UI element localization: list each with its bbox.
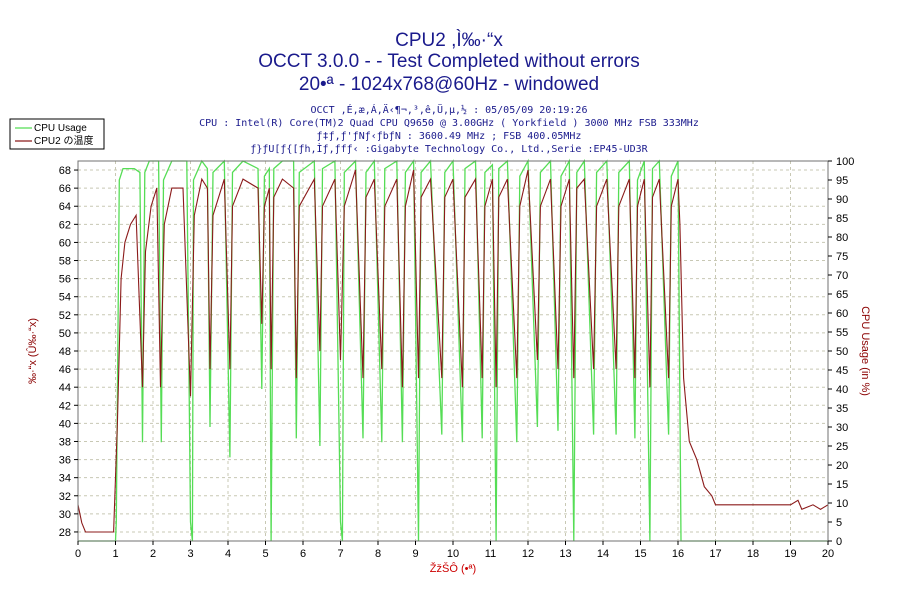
y-left-tick-label: 64 (59, 201, 71, 213)
y-left-tick-label: 38 (59, 436, 71, 448)
y-right-axis-ticks: 0 5 10 15 20 25 30 35 40 45 50 55 60 65 70 75 80 85 90 95 10… (828, 156, 854, 548)
y-right-tick-label: 35 (836, 403, 848, 415)
plot-area (77, 158, 829, 542)
y-left-axis-label: ‰·“x (Û‰·“x) (26, 318, 39, 384)
y-right-tick-label: 85 (836, 213, 848, 225)
y-left-tick-label: 32 (59, 491, 71, 503)
x-tick-label: 10 (447, 548, 459, 560)
x-tick-label: 12 (522, 548, 534, 560)
x-tick-label: 16 (672, 548, 684, 560)
x-tick-label: 19 (784, 548, 796, 560)
y-left-tick-label: 56 (59, 274, 71, 286)
legend-temp-label: CPU2 の温度 (34, 134, 93, 147)
y-right-tick-label: 25 (836, 441, 848, 453)
y-right-tick-label: 95 (836, 175, 848, 187)
y-left-axis-ticks: 28 30 32 34 36 38 40 42 44 46 48 50 52 54 56 58 60 62 64 66… (59, 165, 78, 539)
x-tick-label: 7 (337, 548, 343, 560)
legend-box (9, 118, 105, 150)
y-left-tick-label: 66 (59, 183, 71, 195)
x-tick-label: 14 (597, 548, 609, 560)
x-tick-label: 5 (262, 548, 268, 560)
chart-title: CPU2 ,Ì‰·“x (395, 30, 503, 51)
y-left-tick-label: 46 (59, 364, 71, 376)
x-tick-label: 9 (412, 548, 418, 560)
x-tick-label: 11 (485, 548, 496, 560)
x-tick-label: 6 (300, 548, 306, 560)
info-motherboard: ƒ}ƒU[ƒ{[ƒh,Ìƒ‚ƒfƒ‹ :Gigabyte Technology … (250, 142, 648, 155)
y-left-tick-label: 40 (59, 418, 71, 430)
x-tick-label: 1 (112, 548, 118, 560)
x-tick-label: 17 (709, 548, 721, 560)
y-left-tick-label: 48 (59, 346, 71, 358)
y-right-tick-label: 55 (836, 327, 848, 339)
y-right-tick-label: 65 (836, 289, 848, 301)
y-left-tick-label: 44 (59, 382, 71, 394)
x-axis-ticks: 0 1 2 3 4 5 6 7 8 9 10 11 12 13 14 15 16 17 18 19 20 (75, 541, 834, 560)
y-right-tick-label: 45 (836, 365, 848, 377)
y-left-tick-label: 28 (59, 527, 71, 539)
y-left-tick-label: 62 (59, 219, 71, 231)
y-left-tick-label: 60 (59, 237, 71, 249)
info-cpu: CPU : Intel(R) Core(TM)2 Quad CPU Q9650 … (199, 118, 699, 129)
y-right-tick-label: 5 (836, 517, 842, 529)
y-left-tick-label: 58 (59, 256, 71, 268)
y-right-axis-label: CPU Usage (in %) (859, 306, 871, 396)
y-right-tick-label: 100 (836, 156, 854, 168)
x-axis-label: ŽžŠÔ (•ª) (430, 562, 476, 575)
y-right-tick-label: 75 (836, 251, 848, 263)
x-tick-label: 8 (375, 548, 381, 560)
y-left-tick-label: 54 (59, 292, 71, 304)
y-left-tick-label: 36 (59, 455, 71, 467)
y-right-tick-label: 60 (836, 308, 848, 320)
chart-subtitle: OCCT 3.0.0 - - Test Completed without er… (258, 51, 640, 72)
y-left-tick-label: 50 (59, 328, 71, 340)
y-right-tick-label: 10 (836, 498, 848, 510)
series-cpu-temp (77, 169, 829, 533)
y-right-tick-label: 0 (836, 536, 842, 548)
y-right-tick-label: 70 (836, 270, 848, 282)
y-left-tick-label: 42 (59, 400, 71, 412)
x-tick-label: 0 (75, 548, 81, 560)
y-left-tick-label: 34 (59, 473, 71, 485)
y-left-tick-label: 68 (59, 165, 71, 177)
info-date: OCCT ,É,æ,Á,Ä‹¶¬,³,ê,Ü,µ,½ : 05/05/09 20… (311, 103, 588, 116)
legend-usage-label: CPU Usage (34, 123, 87, 134)
legend: CPU Usage CPU2 の温度 (9, 118, 105, 150)
x-tick-label: 18 (747, 548, 759, 560)
x-tick-label: 15 (634, 548, 646, 560)
y-left-tick-label: 52 (59, 310, 71, 322)
y-right-tick-label: 90 (836, 194, 848, 206)
info-clock: ƒ‡ƒ‚ƒ'ƒNƒ‹ƒbƒN : 3600.49 MHz ; FSB 400.0… (317, 131, 582, 142)
x-tick-label: 3 (187, 548, 193, 560)
x-tick-label: 4 (225, 548, 231, 560)
x-tick-label: 20 (822, 548, 834, 560)
y-right-tick-label: 20 (836, 460, 848, 472)
chart-test-config: 20•ª - 1024x768@60Hz - windowed (299, 74, 599, 95)
series-line-cpu-temp (77, 169, 829, 533)
y-right-tick-label: 50 (836, 346, 848, 358)
x-tick-label: 2 (150, 548, 156, 560)
y-right-tick-label: 30 (836, 422, 848, 434)
y-right-tick-label: 15 (836, 479, 848, 491)
y-left-tick-label: 30 (59, 509, 71, 521)
y-right-tick-label: 40 (836, 384, 848, 396)
y-right-tick-label: 80 (836, 232, 848, 244)
x-tick-label: 13 (559, 548, 571, 560)
